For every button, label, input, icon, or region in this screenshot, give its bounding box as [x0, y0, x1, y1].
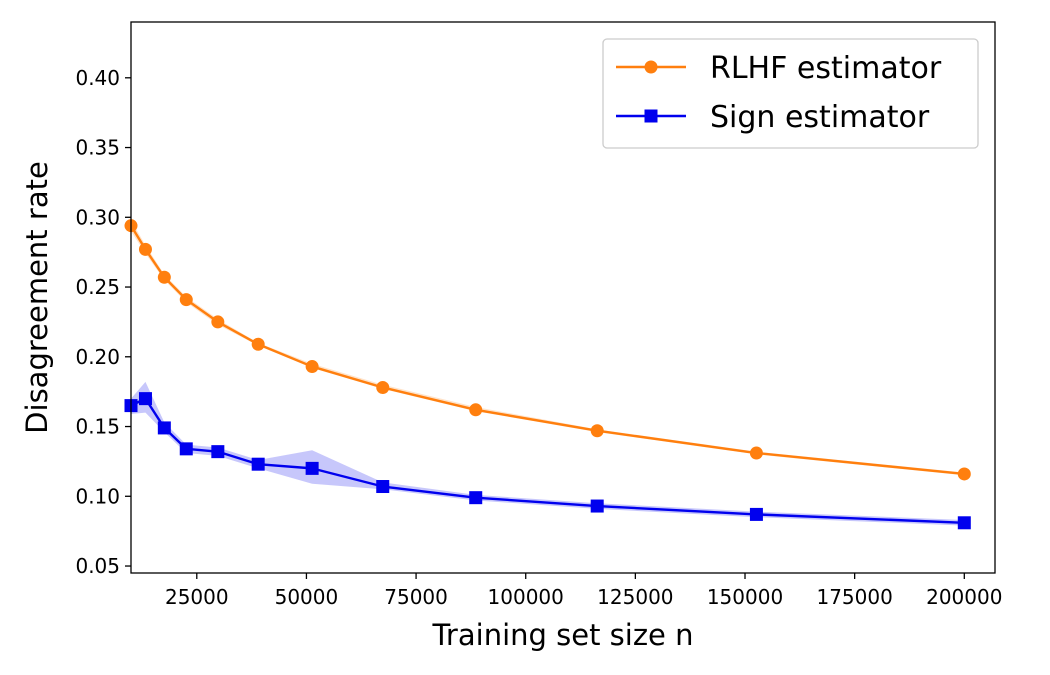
x-tick-label: 50000 — [275, 585, 339, 609]
sign-point — [305, 461, 319, 475]
y-axis-title: Disagreement rate — [20, 161, 54, 434]
legend-marker-rlhf — [644, 60, 658, 74]
sign-point — [157, 421, 171, 435]
sign-point — [469, 491, 483, 505]
rlhf-point — [138, 242, 152, 256]
sign-point — [179, 442, 193, 456]
legend: RLHF estimator Sign estimator — [602, 38, 979, 149]
rlhf-point — [251, 337, 265, 351]
series-markers — [124, 219, 971, 530]
sign-point — [749, 507, 763, 521]
y-tick-label: 0.15 — [75, 415, 120, 439]
rlhf-point — [179, 293, 193, 307]
plot-frame — [130, 21, 996, 574]
rlhf-point — [957, 467, 971, 481]
x-tick-label: 25000 — [165, 585, 229, 609]
sign-point — [138, 392, 152, 406]
x-tick-label: 75000 — [384, 585, 448, 609]
y-tick-label: 0.25 — [75, 275, 120, 299]
legend-box — [602, 38, 979, 149]
y-tick-label: 0.35 — [75, 136, 120, 160]
x-tick-label: 100000 — [488, 585, 564, 609]
rlhf-point — [157, 270, 171, 284]
y-tick-label: 0.20 — [75, 345, 120, 369]
x-tick-label: 200000 — [926, 585, 1002, 609]
rlhf-point — [469, 403, 483, 417]
sign-confidence-band — [131, 381, 965, 526]
legend-label-rlhf: RLHF estimator — [710, 51, 942, 86]
sign-point — [590, 499, 604, 513]
sign-point — [211, 445, 225, 459]
y-tick-label: 0.05 — [75, 554, 120, 578]
y-tick-label: 0.30 — [75, 205, 120, 229]
legend-marker-sign — [644, 109, 658, 123]
confidence-bands — [131, 220, 965, 526]
x-axis-title: Training set size n — [431, 618, 693, 652]
rlhf-point — [376, 380, 390, 394]
rlhf-point — [590, 424, 604, 438]
sign-point — [376, 480, 390, 494]
x-tick-label: 125000 — [597, 585, 673, 609]
sign-point — [957, 516, 971, 530]
rlhf-point — [305, 360, 319, 374]
x-tick-label: 175000 — [816, 585, 892, 609]
rlhf-point — [211, 315, 225, 329]
y-tick-label: 0.10 — [75, 484, 120, 508]
y-tick-label: 0.40 — [75, 66, 120, 90]
sign-point — [251, 457, 265, 471]
x-tick-label: 150000 — [707, 585, 783, 609]
rlhf-point — [749, 446, 763, 460]
legend-label-sign: Sign estimator — [710, 100, 930, 135]
axes: 25000 50000 75000 100000 125000 150000 175000 2… — [75, 21, 1002, 609]
